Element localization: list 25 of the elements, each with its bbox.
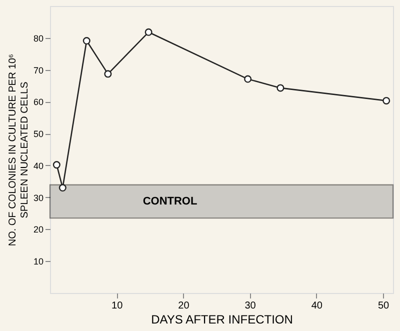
x-axis-title: DAYS AFTER INFECTION xyxy=(151,312,293,326)
text: NO. OF COLONIES IN CULTURE PER 10⁶ xyxy=(7,54,18,246)
x-tick-label: 10 xyxy=(112,300,124,312)
y-tick-label: 50 xyxy=(33,129,44,140)
x-tick-label: 40 xyxy=(311,300,323,312)
point xyxy=(144,28,152,36)
text: SPLEEN NUCLEATED CELLS xyxy=(19,82,30,218)
x-tick-label: 30 xyxy=(244,300,256,312)
y-tick-label: 10 xyxy=(33,256,44,267)
point xyxy=(104,70,112,78)
y-tick-label: 70 xyxy=(33,65,44,76)
point xyxy=(244,75,252,83)
y-tick-label: 30 xyxy=(33,192,44,203)
y-tick-label: 60 xyxy=(33,97,44,108)
point xyxy=(52,161,60,169)
y-tick-label: 20 xyxy=(33,224,44,235)
point xyxy=(58,184,66,192)
point xyxy=(82,37,90,45)
point xyxy=(276,84,284,92)
y-tick-label: 80 xyxy=(33,33,44,44)
point xyxy=(382,96,390,104)
band-label: CONTROL xyxy=(142,195,198,208)
y-tick-label: 40 xyxy=(33,160,44,171)
x-tick-label: 20 xyxy=(178,300,190,312)
x-tick-label: 50 xyxy=(378,300,390,312)
